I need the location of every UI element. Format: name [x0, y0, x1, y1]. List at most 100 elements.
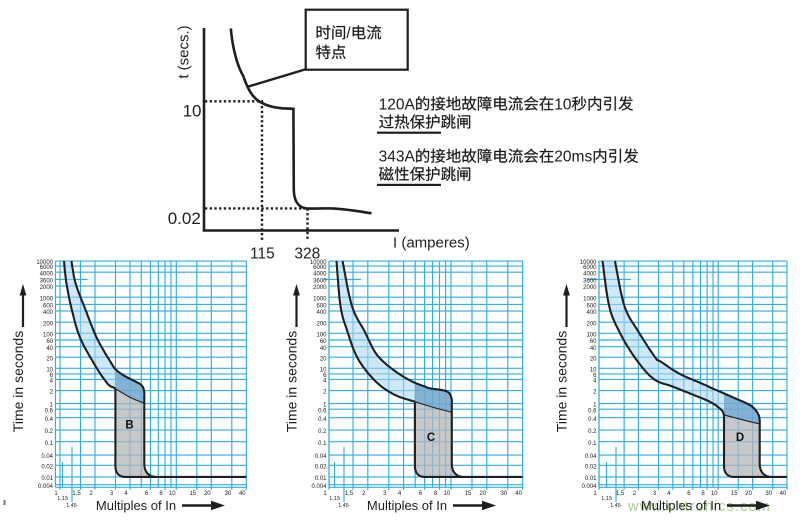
svg-text:0.02: 0.02	[585, 464, 597, 470]
svg-text:6000: 6000	[40, 265, 54, 271]
svg-text:4: 4	[50, 379, 54, 385]
svg-text:15: 15	[731, 491, 738, 497]
svg-text:6: 6	[50, 373, 54, 379]
svg-text:20: 20	[46, 356, 53, 362]
svg-text:10: 10	[46, 367, 53, 373]
svg-text:100: 100	[316, 332, 327, 338]
svg-text:1000: 1000	[40, 296, 54, 302]
svg-text:6000: 6000	[583, 265, 597, 271]
svg-text:30: 30	[500, 491, 507, 497]
svg-text:200: 200	[43, 321, 54, 327]
svg-text:2: 2	[323, 390, 327, 396]
svg-text:0.004: 0.004	[581, 484, 597, 490]
svg-text:B: B	[125, 420, 133, 432]
svg-text:328: 328	[294, 245, 320, 262]
svg-text:30: 30	[765, 491, 772, 497]
svg-text:I (amperes): I (amperes)	[393, 235, 470, 252]
svg-text:8: 8	[701, 491, 705, 497]
svg-text:0.4: 0.4	[45, 417, 54, 423]
svg-text:1: 1	[54, 491, 58, 497]
svg-text:10: 10	[183, 102, 202, 121]
svg-text:2: 2	[50, 390, 54, 396]
svg-text:0.6: 0.6	[318, 408, 327, 414]
svg-text:60: 60	[46, 339, 53, 345]
svg-text:1: 1	[323, 403, 327, 409]
svg-text:0.2: 0.2	[588, 429, 597, 435]
svg-text:0.02: 0.02	[168, 209, 201, 228]
svg-text:343A: 343A	[379, 149, 416, 166]
svg-text:8: 8	[159, 491, 163, 497]
svg-text:3: 3	[110, 491, 114, 497]
svg-text:100: 100	[586, 332, 597, 338]
svg-text:1,13: 1,13	[601, 496, 612, 502]
svg-text:20: 20	[204, 491, 211, 497]
svg-text:t (secs.): t (secs.)	[176, 25, 193, 78]
svg-text:1,5: 1,5	[345, 491, 354, 497]
svg-text:6: 6	[323, 373, 327, 379]
svg-text:4: 4	[124, 491, 128, 497]
svg-text:4: 4	[323, 379, 327, 385]
svg-text:30: 30	[224, 491, 231, 497]
svg-text:40: 40	[239, 491, 246, 497]
svg-text:1,45: 1,45	[610, 503, 621, 509]
svg-text:3600: 3600	[40, 279, 54, 285]
svg-text:/: /	[346, 25, 351, 42]
svg-text:2000: 2000	[583, 285, 597, 291]
svg-text:10: 10	[554, 96, 572, 113]
svg-text:3600: 3600	[313, 279, 327, 285]
svg-text:60: 60	[590, 339, 597, 345]
svg-text:0.6: 0.6	[45, 408, 54, 414]
svg-text:0.004: 0.004	[311, 484, 327, 490]
svg-text:0.04: 0.04	[315, 454, 327, 460]
svg-text:1: 1	[50, 403, 54, 409]
svg-text:Multiples of In: Multiples of In	[96, 498, 176, 513]
svg-text:200: 200	[316, 321, 327, 327]
svg-text:0.1: 0.1	[318, 441, 327, 447]
svg-text:600: 600	[43, 304, 54, 310]
svg-text:3: 3	[653, 491, 657, 497]
svg-text:10: 10	[590, 367, 597, 373]
svg-text:1: 1	[323, 491, 327, 497]
svg-text:www.cntronics.com: www.cntronics.com	[627, 499, 771, 515]
svg-text:400: 400	[586, 310, 597, 316]
svg-text:0.4: 0.4	[318, 417, 327, 423]
svg-text:4: 4	[398, 491, 402, 497]
svg-text:0.01: 0.01	[315, 476, 327, 482]
svg-text:1,13: 1,13	[57, 496, 68, 502]
svg-text:1: 1	[593, 491, 597, 497]
svg-text:0.01: 0.01	[585, 476, 597, 482]
svg-text:100: 100	[43, 332, 54, 338]
svg-text:0.02: 0.02	[315, 464, 327, 470]
svg-text:60: 60	[320, 339, 327, 345]
svg-text:2: 2	[89, 491, 93, 497]
svg-text:10: 10	[320, 367, 327, 373]
svg-text:20: 20	[590, 356, 597, 362]
svg-text:4: 4	[593, 379, 597, 385]
svg-text:10000: 10000	[580, 260, 597, 266]
svg-text:115: 115	[250, 245, 275, 262]
svg-text:40: 40	[46, 346, 53, 352]
svg-text:D: D	[736, 432, 744, 444]
svg-text:0.04: 0.04	[41, 454, 53, 460]
svg-text:4: 4	[667, 491, 671, 497]
svg-text:15: 15	[465, 491, 472, 497]
svg-text:15: 15	[189, 491, 196, 497]
svg-text:20: 20	[479, 491, 486, 497]
svg-text:6: 6	[145, 491, 149, 497]
svg-text:Multiples of In: Multiples of In	[367, 498, 447, 513]
svg-text:2: 2	[633, 491, 637, 497]
svg-text:C: C	[427, 432, 435, 444]
svg-text:400: 400	[43, 310, 54, 316]
svg-text:20: 20	[320, 356, 327, 362]
svg-text:8: 8	[434, 491, 438, 497]
svg-text:6000: 6000	[313, 265, 327, 271]
svg-text:40: 40	[780, 491, 787, 497]
svg-text:0.2: 0.2	[318, 429, 327, 435]
svg-text:0.2: 0.2	[45, 429, 54, 435]
svg-text:3: 3	[383, 491, 387, 497]
svg-text:1,45: 1,45	[338, 503, 349, 509]
svg-text:10000: 10000	[310, 260, 327, 266]
svg-text:120A: 120A	[379, 96, 416, 113]
svg-text:2000: 2000	[313, 285, 327, 291]
svg-text:400: 400	[316, 310, 327, 316]
